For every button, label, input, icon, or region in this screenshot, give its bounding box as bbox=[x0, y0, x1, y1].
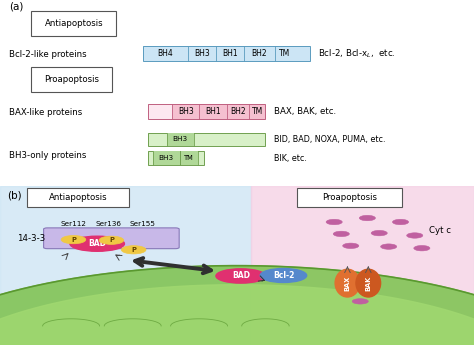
Circle shape bbox=[414, 246, 430, 251]
Ellipse shape bbox=[356, 269, 381, 297]
FancyBboxPatch shape bbox=[27, 188, 129, 207]
Circle shape bbox=[61, 236, 86, 244]
Bar bbox=[148, 151, 204, 165]
Text: BH3-only proteins: BH3-only proteins bbox=[9, 151, 87, 160]
Text: BH3: BH3 bbox=[194, 49, 210, 58]
Bar bbox=[148, 133, 265, 146]
Bar bbox=[148, 151, 204, 165]
Text: Ser112: Ser112 bbox=[61, 221, 86, 227]
Circle shape bbox=[343, 243, 359, 248]
Circle shape bbox=[326, 219, 342, 225]
Text: BIK, etc.: BIK, etc. bbox=[273, 154, 307, 162]
Bar bbox=[148, 104, 265, 119]
Bar bbox=[0, 186, 251, 345]
FancyBboxPatch shape bbox=[44, 228, 179, 249]
FancyBboxPatch shape bbox=[31, 67, 112, 92]
Text: BH2: BH2 bbox=[252, 49, 267, 58]
Text: 14-3-3: 14-3-3 bbox=[17, 234, 45, 243]
Circle shape bbox=[371, 230, 387, 236]
Text: BH4: BH4 bbox=[157, 49, 173, 58]
Circle shape bbox=[333, 231, 349, 237]
Ellipse shape bbox=[216, 269, 265, 283]
Text: BAX, BAK, etc.: BAX, BAK, etc. bbox=[273, 107, 336, 116]
Text: Cyt c: Cyt c bbox=[429, 226, 451, 235]
Text: BH2: BH2 bbox=[230, 107, 246, 116]
Text: P: P bbox=[109, 237, 114, 243]
Bar bbox=[167, 133, 194, 146]
Text: BH1: BH1 bbox=[205, 107, 221, 116]
FancyBboxPatch shape bbox=[297, 188, 402, 207]
Bar bbox=[148, 104, 172, 119]
Text: Proapoptosis: Proapoptosis bbox=[45, 75, 100, 84]
Text: Ser155: Ser155 bbox=[129, 221, 155, 227]
Bar bbox=[153, 151, 180, 165]
Bar bbox=[143, 46, 310, 61]
Text: P: P bbox=[131, 247, 136, 253]
Text: BAD: BAD bbox=[232, 272, 250, 280]
Text: Bcl-2-like proteins: Bcl-2-like proteins bbox=[9, 50, 87, 59]
Text: Proapoptosis: Proapoptosis bbox=[322, 193, 377, 202]
Ellipse shape bbox=[70, 236, 124, 251]
Circle shape bbox=[407, 233, 423, 238]
Ellipse shape bbox=[335, 269, 360, 297]
Bar bbox=[143, 46, 310, 61]
Bar bbox=[180, 151, 198, 165]
FancyBboxPatch shape bbox=[31, 11, 117, 36]
Text: Bcl-2, Bcl-x$_L$,  etc.: Bcl-2, Bcl-x$_L$, etc. bbox=[318, 47, 396, 60]
Text: BH3: BH3 bbox=[159, 155, 174, 161]
Text: Bcl-2: Bcl-2 bbox=[273, 271, 294, 280]
Text: BID, BAD, NOXA, PUMA, etc.: BID, BAD, NOXA, PUMA, etc. bbox=[273, 135, 385, 144]
Bar bbox=[172, 104, 265, 119]
Bar bbox=[148, 133, 265, 146]
Text: BAX: BAX bbox=[345, 275, 350, 291]
Text: (a): (a) bbox=[9, 2, 24, 12]
Ellipse shape bbox=[260, 268, 307, 283]
Text: Ser136: Ser136 bbox=[95, 221, 121, 227]
Text: BAD: BAD bbox=[88, 239, 106, 248]
Text: BH3: BH3 bbox=[178, 107, 194, 116]
Text: BH1: BH1 bbox=[222, 49, 238, 58]
Text: BAK: BAK bbox=[365, 275, 371, 291]
Text: BAX-like proteins: BAX-like proteins bbox=[9, 108, 82, 117]
Text: Antiapoptosis: Antiapoptosis bbox=[45, 19, 103, 28]
Text: TM: TM bbox=[279, 49, 290, 58]
Text: Antiapoptosis: Antiapoptosis bbox=[49, 193, 108, 202]
Circle shape bbox=[352, 299, 368, 304]
Circle shape bbox=[121, 246, 146, 254]
Bar bbox=[251, 186, 474, 345]
Circle shape bbox=[381, 244, 397, 249]
Circle shape bbox=[359, 215, 375, 221]
Text: P: P bbox=[71, 237, 76, 243]
Circle shape bbox=[99, 236, 124, 244]
Text: TM: TM bbox=[252, 107, 263, 116]
Circle shape bbox=[392, 219, 409, 225]
Text: (b): (b) bbox=[7, 190, 22, 200]
Text: TM: TM bbox=[184, 155, 193, 161]
Text: BH3: BH3 bbox=[173, 136, 188, 142]
